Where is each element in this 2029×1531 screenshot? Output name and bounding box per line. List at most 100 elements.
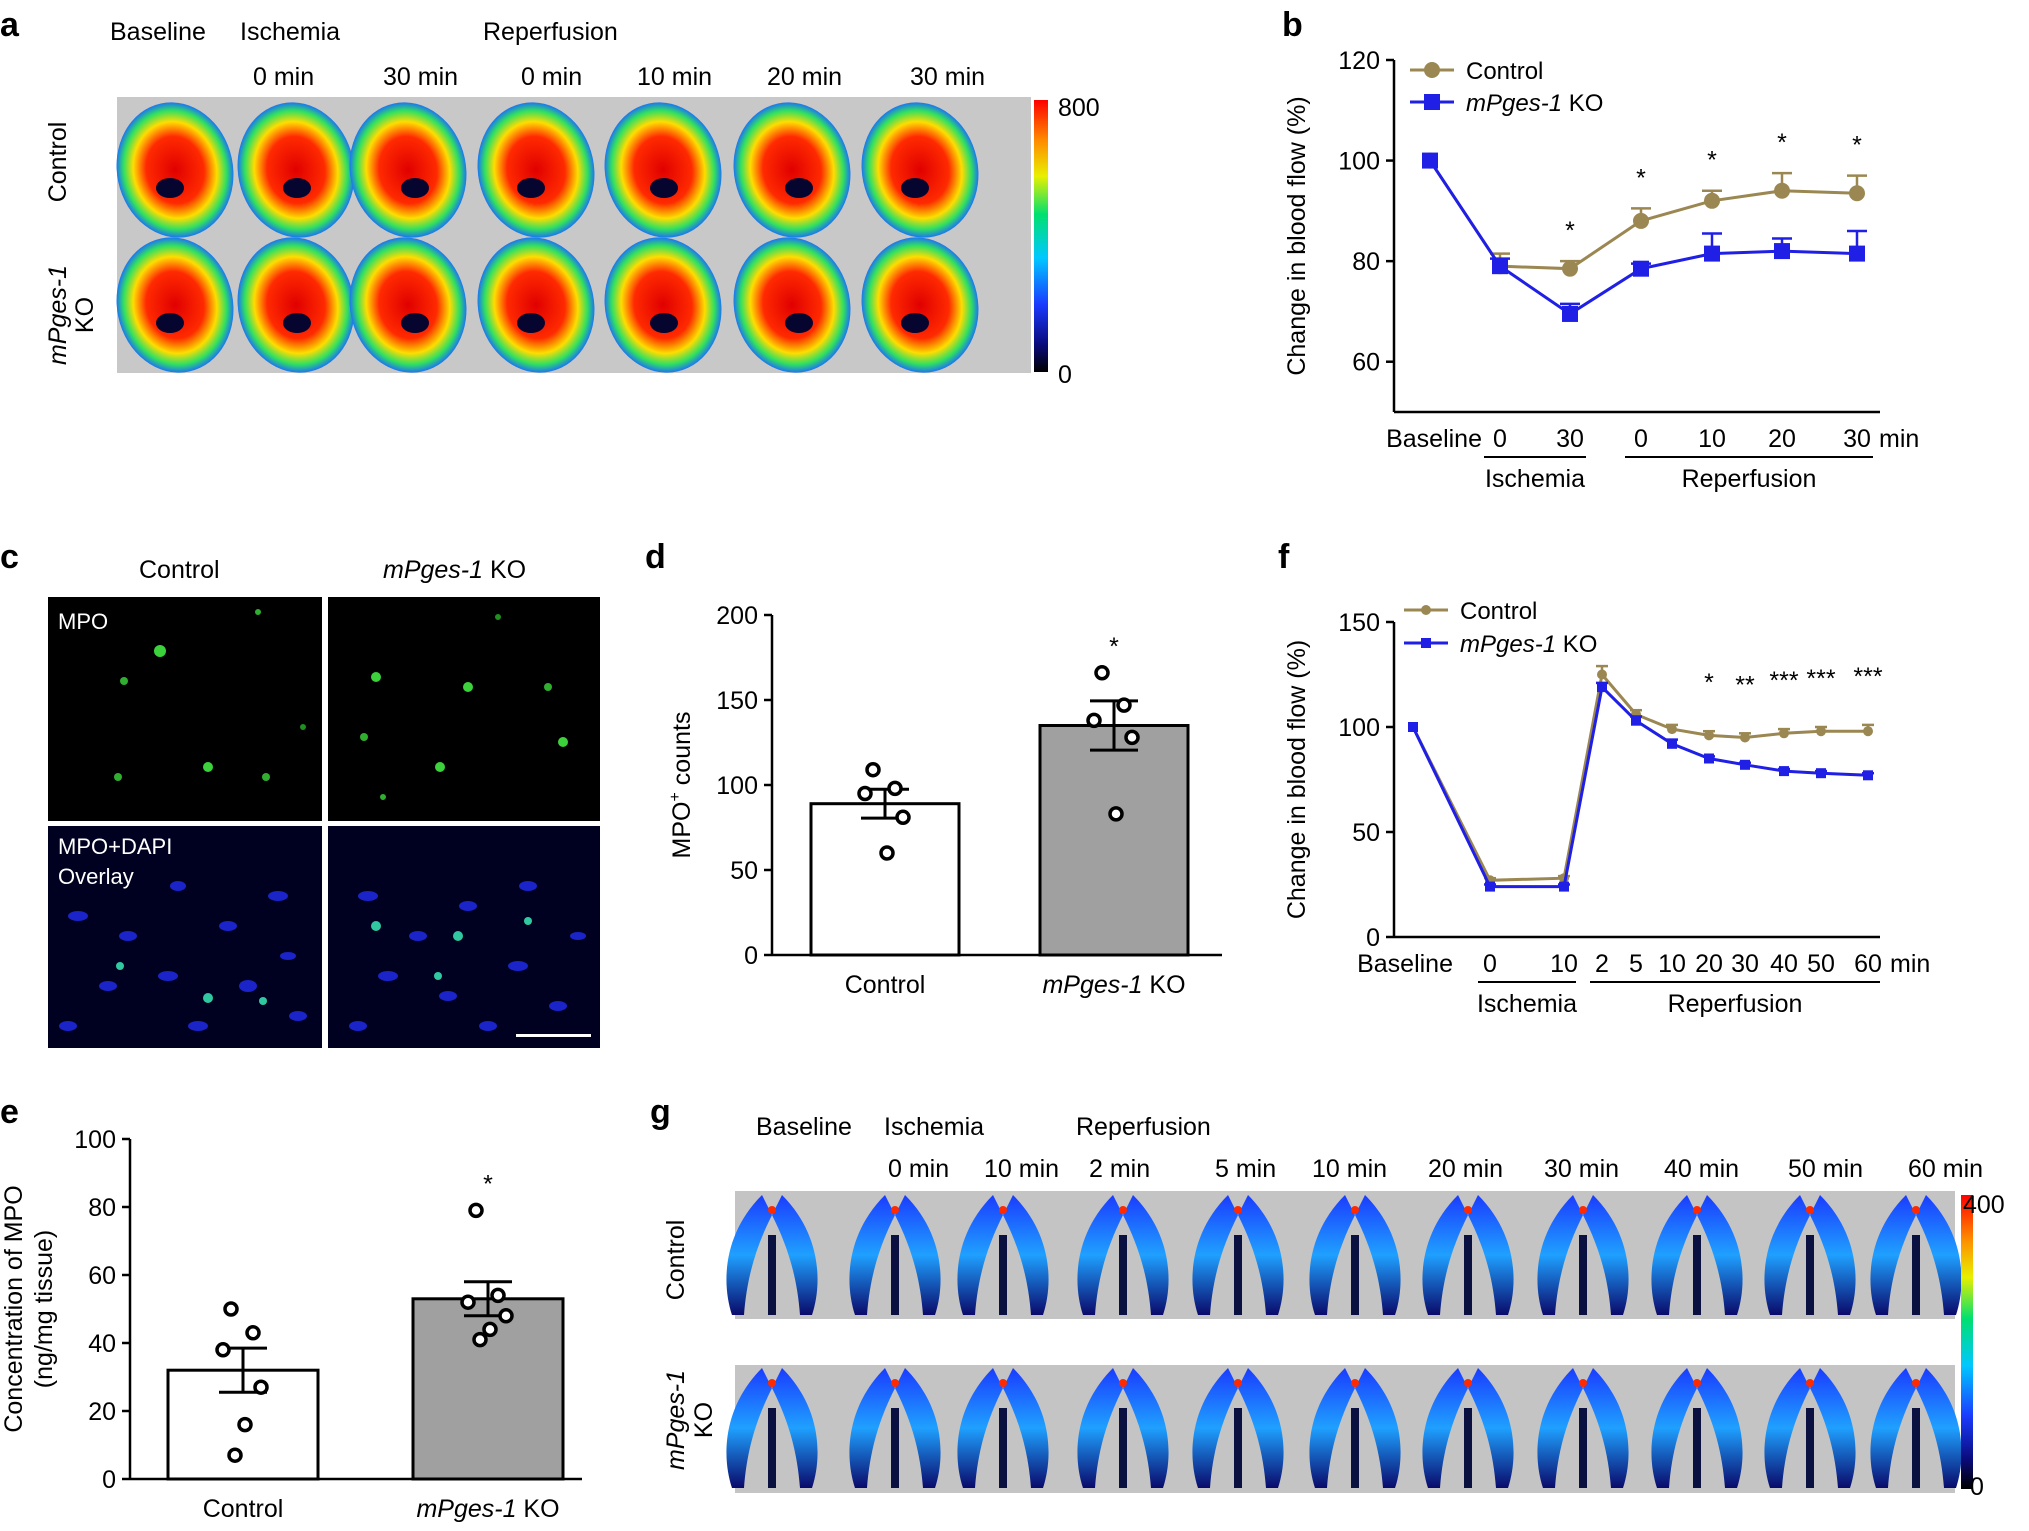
panel-c: c Control mPges-1 KO [0,538,526,584]
f-point-1-0 [1408,722,1418,732]
hotspot-ko-4 [1234,1379,1242,1387]
g-header-ischemia: Ischemia [884,1113,984,1141]
leg-left-control-9 [1764,1195,1810,1315]
hotspot-control-3 [1119,1206,1127,1214]
leg-right-control-10 [1916,1195,1962,1315]
tail-ko-9 [1806,1408,1814,1488]
e-xtick-label-0: Control [203,1495,284,1523]
leg-right-control-1 [895,1195,941,1315]
b-ytick-label-3: 120 [1338,47,1380,75]
f-point-0-7 [1740,732,1750,743]
b-sig-5: * [1777,129,1787,157]
col-label-ko-italic: mPges-1 [383,556,483,584]
leg-right-ko-0 [772,1368,818,1488]
g-time-label-6: 30 min [1544,1155,1619,1183]
g-row-label-control: Control [662,1220,690,1301]
leg-left-ko-1 [849,1368,895,1488]
b-legend-label-suffix-1: KO [1562,90,1603,117]
d-y-axis-label: MPO+ counts [667,712,696,859]
f-point-1-5 [1667,738,1677,749]
b-point-0-5 [1774,182,1790,199]
perfusion-void-control-5 [785,178,813,198]
b-xtick-label-5: 20 [1768,425,1796,453]
hotspot-control-2 [999,1206,1007,1214]
f-xtick-label-8: 40 [1770,950,1798,978]
e-point-1-3 [498,1308,514,1324]
chart-d: 0 50 100 150 200 Control * mPges-1 KO MPO+ count… [667,602,1222,999]
d-sig-1: * [1109,633,1119,661]
b-xtick-label-2: 30 [1556,425,1584,453]
tail-control-8 [1693,1235,1701,1315]
d-bar-0 [809,802,961,957]
f-xtick-label-6: 20 [1695,950,1723,978]
perfusion-void-control-2 [401,178,429,198]
perfusion-void-ko-1 [283,313,311,333]
label-mpo: MPO [58,609,109,634]
colorbar [1034,100,1048,372]
label-mpo-dapi: MPO+DAPI [58,834,173,859]
e-ytick-label-5: 100 [74,1126,116,1154]
perfusion-control-5 [733,102,851,238]
e-point-0-4 [237,1416,253,1433]
leg-right-control-6 [1468,1195,1514,1315]
ko-mpo-signal [360,614,568,800]
b-point-1-6 [1849,245,1865,262]
d-y-axis-label-sup: + [667,792,684,801]
perfusion-control-3 [477,102,595,238]
leg-left-ko-2 [957,1368,1003,1488]
leg-right-control-8 [1697,1195,1743,1315]
d-y-axis-label-rest: counts [668,712,696,793]
micrograph-control-mpo: MPO [48,597,322,821]
colorbar-min: 0 [1058,361,1072,389]
d-xtick-label-1: mPges-1 KO [1042,971,1185,999]
d-point-0-2 [857,785,873,802]
panel-label-e: e [0,1093,19,1131]
leg-left-ko-4 [1192,1368,1238,1488]
leg-right-control-3 [1123,1195,1169,1315]
tail-control-9 [1806,1235,1814,1315]
d-point-0-0 [865,761,881,778]
micrograph-control-overlay: MPO+DAPI Overlay [48,826,322,1048]
f-xtick-label-4: 5 [1629,950,1643,978]
perfusion-void-ko-3 [517,313,545,333]
b-sig-2: * [1565,217,1575,245]
panel-a: a Baseline Ischemia Reperfusion 0 min 30 … [0,6,1100,389]
g-row-label-ko-suffix: KO [690,1402,718,1438]
leg-left-ko-0 [726,1368,772,1488]
f-legend-label-italic-1: mPges-1 [1460,631,1556,658]
leg-left-control-10 [1870,1195,1916,1315]
e-point-0-0 [223,1301,239,1317]
perfusion-images [116,102,979,373]
leg-right-ko-4 [1238,1368,1284,1488]
b-point-1-2 [1562,305,1578,322]
e-point-0-2 [215,1342,231,1358]
perfusion-void-control-0 [156,178,184,198]
tail-control-10 [1912,1235,1920,1315]
f-xtick-label-0: Baseline [1357,950,1453,978]
micrograph-ko-overlay [328,826,600,1048]
b-ytick-label-1: 80 [1352,248,1380,276]
leg-left-ko-7 [1537,1368,1583,1488]
hotspot-control-8 [1693,1206,1701,1214]
tail-control-7 [1579,1235,1587,1315]
b-point-1-0 [1422,152,1438,169]
e-point-0-3 [253,1379,269,1395]
g-colorbar-min: 0 [1970,1473,1984,1501]
header-ischemia: Ischemia [240,18,340,46]
g-header-reperfusion: Reperfusion [1076,1113,1211,1141]
b-legend-marker-0 [1424,62,1440,78]
f-sig-8: *** [1769,667,1798,695]
leg-right-ko-6 [1468,1368,1514,1488]
f-point-0-6 [1704,730,1714,741]
b-point-1-4 [1704,245,1720,262]
micrograph-ko-mpo [328,597,600,821]
hotspot-ko-10 [1912,1379,1920,1387]
tail-ko-2 [999,1408,1007,1488]
tail-ko-4 [1234,1408,1242,1488]
g-time-label-3: 5 min [1215,1155,1276,1183]
e-point-0-5 [227,1447,243,1463]
b-xtick-label-4: 10 [1698,425,1726,453]
tail-control-1 [891,1235,899,1315]
